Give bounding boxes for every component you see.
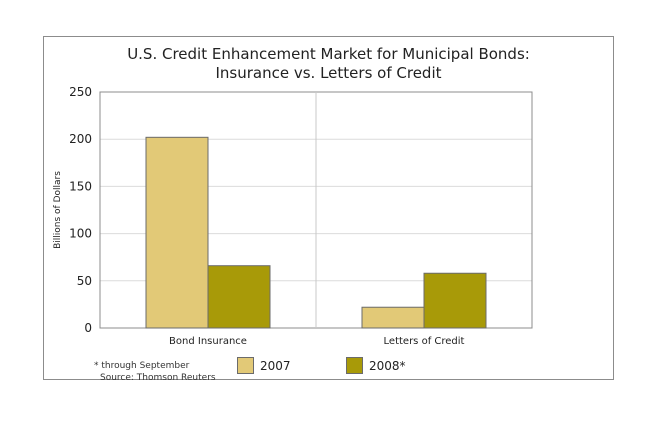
legend-label-2008: 2008* (369, 359, 406, 373)
y-tick-label-200: 200 (69, 132, 92, 146)
bar-letters-of-credit-2008 (423, 272, 487, 329)
x-tick-label-letters-of-credit: Letters of Credit (384, 336, 465, 347)
chart-frame (43, 36, 614, 380)
x-tick-label-bond-insurance: Bond Insurance (169, 336, 247, 347)
y-tick-label-100: 100 (69, 227, 92, 241)
source-note: Source: Thomson Reuters (100, 373, 216, 383)
bar-bond-insurance-2008 (207, 265, 271, 329)
y-tick-label-250: 250 (69, 85, 92, 99)
bar-letters-of-credit-2007 (361, 306, 425, 329)
chart-subtitle: Insurance vs. Letters of Credit (215, 64, 442, 82)
y-tick-label-150: 150 (69, 179, 92, 193)
bar-bond-insurance-2007 (145, 136, 209, 329)
y-axis-label: Billions of Dollars (53, 171, 63, 249)
chart-title: U.S. Credit Enhancement Market for Munic… (127, 45, 530, 63)
y-tick-label-0: 0 (84, 321, 92, 335)
footnote: * through September (94, 361, 190, 371)
legend-swatch-2007 (237, 357, 254, 374)
legend-swatch-2008 (346, 357, 363, 374)
y-tick-label-50: 50 (77, 274, 92, 288)
legend-label-2007: 2007 (260, 359, 291, 373)
